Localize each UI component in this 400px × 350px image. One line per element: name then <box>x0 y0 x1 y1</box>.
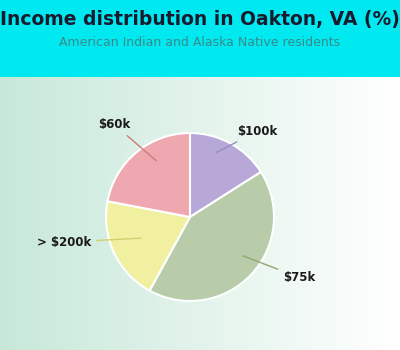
Wedge shape <box>106 201 190 290</box>
Text: Income distribution in Oakton, VA (%): Income distribution in Oakton, VA (%) <box>0 10 400 29</box>
Text: > $200k: > $200k <box>37 236 141 249</box>
Bar <box>0 342 400 350</box>
Text: $75k: $75k <box>243 256 315 284</box>
Wedge shape <box>150 172 274 301</box>
Text: $60k: $60k <box>98 118 156 161</box>
Wedge shape <box>190 133 261 217</box>
Bar <box>0 77 8 350</box>
Bar <box>0 0 400 77</box>
Bar <box>392 77 400 350</box>
Text: $100k: $100k <box>216 125 277 153</box>
Text: City-Data.com: City-Data.com <box>245 87 325 97</box>
Text: American Indian and Alaska Native residents: American Indian and Alaska Native reside… <box>60 35 340 49</box>
Wedge shape <box>108 133 190 217</box>
